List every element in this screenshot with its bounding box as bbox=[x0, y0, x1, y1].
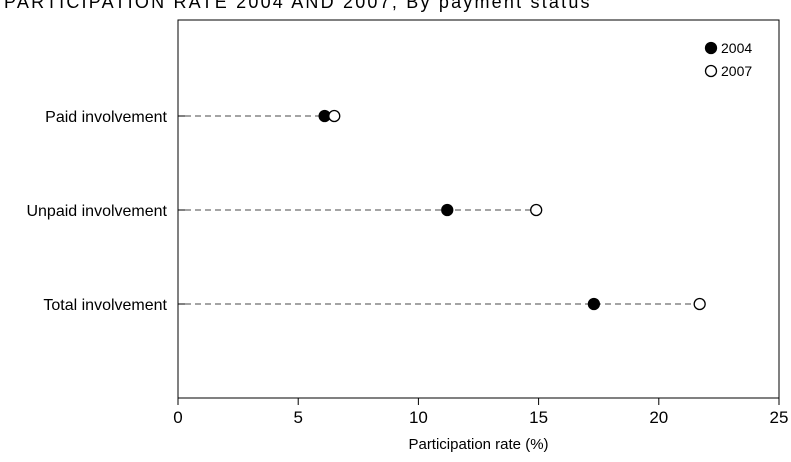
category-label: Unpaid involvement bbox=[26, 203, 167, 220]
point-2007 bbox=[530, 203, 543, 217]
legend-item: 2007 bbox=[704, 63, 752, 79]
point-2004 bbox=[441, 203, 454, 217]
x-tick-label: 20 bbox=[649, 408, 668, 427]
x-tick-label: 5 bbox=[293, 408, 302, 427]
x-tick-label: 0 bbox=[173, 408, 182, 427]
legend-marker bbox=[704, 64, 718, 78]
point-2007 bbox=[693, 297, 706, 311]
x-axis: 0 5 10 15 20 25 bbox=[173, 398, 788, 427]
chart-title: PARTICIPATION RATE 2004 AND 2007, By pay… bbox=[4, 0, 592, 12]
category-row: Total involvement bbox=[43, 297, 706, 314]
data-rows: Paid involvement Unpaid involvement Total … bbox=[26, 109, 706, 314]
category-row: Paid involvement bbox=[45, 109, 341, 126]
category-row: Unpaid involvement bbox=[26, 203, 543, 220]
legend-item: 2004 bbox=[704, 40, 752, 56]
plot-area-frame bbox=[177, 19, 780, 399]
category-label: Paid involvement bbox=[45, 109, 167, 126]
point-2007 bbox=[328, 109, 341, 123]
x-tick-label: 15 bbox=[529, 408, 548, 427]
legend-marker bbox=[704, 41, 718, 55]
category-label: Total involvement bbox=[43, 297, 167, 314]
legend-label: 2004 bbox=[721, 40, 752, 56]
x-tick-label: 25 bbox=[770, 408, 789, 427]
legend: 2004 2007 bbox=[704, 40, 752, 79]
x-tick-label: 10 bbox=[409, 408, 428, 427]
x-axis-label: Participation rate (%) bbox=[408, 436, 548, 453]
point-2004 bbox=[587, 297, 601, 311]
legend-label: 2007 bbox=[721, 63, 752, 79]
